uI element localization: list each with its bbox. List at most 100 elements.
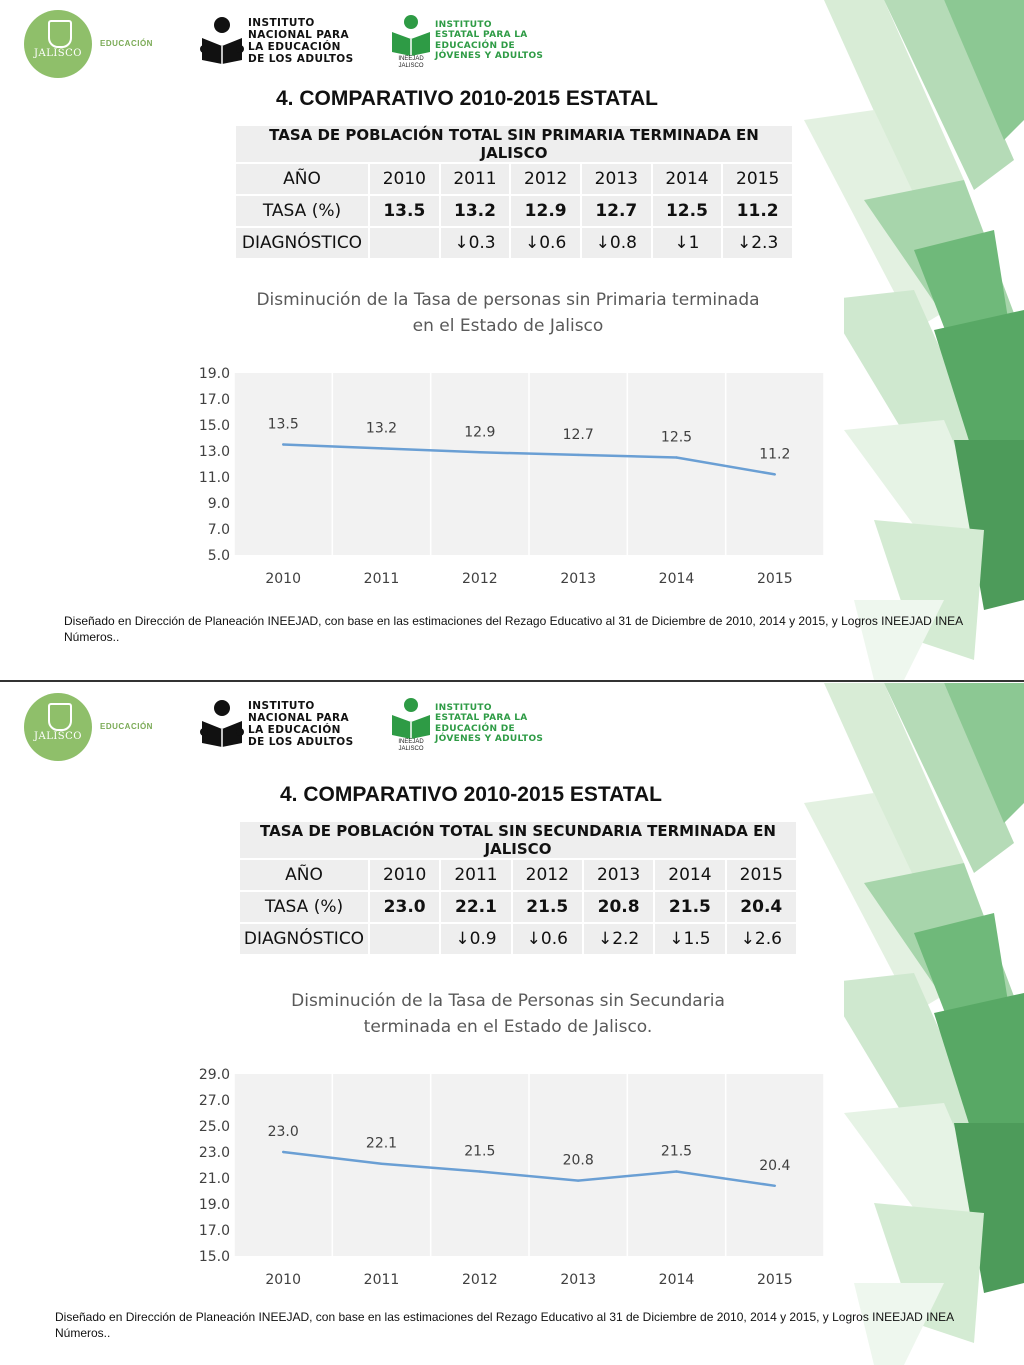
inea-line: NACIONAL PARA [248, 29, 349, 41]
data-label: 12.9 [464, 424, 495, 440]
series-line [283, 1150, 776, 1188]
data-label: 21.5 [464, 1144, 495, 1160]
y-tick-label: 19.0 [199, 1197, 230, 1213]
crest-icon [48, 20, 72, 48]
table-cell-rate: 23.0 [367, 890, 442, 924]
table-cell-year: 2014 [653, 858, 727, 892]
primaria-line-chart: Disminución de la Tasa de personas sin P… [172, 270, 844, 600]
table-cell-year: 2012 [509, 162, 582, 196]
ineejad-line: INSTITUTO [435, 703, 492, 713]
y-tick-label: 5.0 [208, 548, 230, 564]
ineejad-line: ESTATAL PARA LA [435, 713, 528, 724]
ineejad-line: JÓVENES Y ADULTOS [435, 733, 544, 744]
inea-line: INSTITUTO [248, 17, 315, 29]
ineejad-small-label: INEEJAD JALISCO [398, 739, 424, 752]
inea-line: NACIONAL PARA [248, 712, 349, 724]
data-point [281, 443, 285, 446]
ineejad-small-label: INEEJAD JALISCO [398, 56, 424, 69]
table-cell-year: 2011 [439, 858, 513, 892]
row-label-rate: TASA (%) [234, 194, 370, 228]
data-label: 13.2 [366, 420, 397, 436]
chart-title-line: terminada en el Estado de Jalisco. [364, 1017, 653, 1037]
ineejad-line: ESTATAL PARA LA [435, 30, 528, 41]
x-tick-label: 2011 [364, 1272, 400, 1288]
data-label: 22.1 [366, 1136, 397, 1152]
y-tick-label: 7.0 [208, 522, 230, 538]
data-point [380, 1162, 383, 1165]
data-label: 20.4 [759, 1158, 790, 1174]
table-cell-diagnosis [368, 226, 441, 260]
data-point [675, 1170, 678, 1173]
data-label: 12.7 [563, 427, 594, 443]
data-point [576, 453, 580, 457]
table-cell-year: 2011 [438, 162, 512, 196]
table-cell-rate: 12.7 [579, 194, 653, 228]
green-decoration [804, 0, 1024, 680]
source-footnote: Diseñado en Dirección de Planeación INEE… [64, 614, 963, 644]
table-row: DIAGNÓSTICO ↓0.3 ↓0.6 ↓0.8 ↓1 ↓2.3 [234, 226, 794, 260]
ineejad-logo-icon [392, 698, 430, 739]
table-cell-diagnosis: ↓0.6 [509, 226, 582, 260]
table-cell-year: 2012 [510, 858, 584, 892]
ineejad-logo-icon [392, 15, 430, 56]
table-heading: TASA DE POBLACIÓN TOTAL SIN SECUNDARIA T… [238, 820, 798, 860]
table-cell-year: 2013 [579, 162, 653, 196]
chart-title-line: Disminución de la Tasa de personas sin P… [256, 290, 759, 310]
inea-line: DE LOS ADULTOS [248, 53, 354, 65]
secundaria-rate-table: TASA DE POBLACIÓN TOTAL SIN SECUNDARIA T… [238, 820, 799, 956]
y-tick-label: 23.0 [199, 1145, 230, 1161]
table-cell-year: 2013 [581, 858, 656, 892]
table-cell-diagnosis: ↓0.6 [510, 922, 584, 956]
secundaria-line-chart: Disminución de la Tasa de Personas sin S… [172, 971, 844, 1303]
table-heading-row: TASA DE POBLACIÓN TOTAL SIN PRIMARIA TER… [234, 124, 794, 164]
x-tick-label: 2011 [364, 571, 400, 587]
data-label: 12.5 [661, 430, 692, 446]
table-cell-diagnosis: ↓2.3 [721, 226, 794, 260]
table-row: TASA (%) 23.0 22.1 21.5 20.8 21.5 20.4 [238, 890, 799, 924]
inea-line: LA EDUCACIÓN [248, 41, 341, 53]
x-tick-label: 2014 [659, 571, 695, 587]
table-cell-year: 2015 [721, 162, 794, 196]
y-tick-label: 11.0 [199, 470, 230, 486]
row-label-diagnosis: DIAGNÓSTICO [238, 922, 370, 956]
jalisco-logo: JALISCO [24, 693, 92, 761]
data-label: 11.2 [759, 446, 790, 462]
row-label-year: AÑO [234, 162, 370, 196]
slide-secundaria: JALISCO EDUCACIÓN INSTITUTO NACIONAL PAR… [0, 683, 1024, 1365]
crest-icon [48, 703, 72, 731]
table-cell-year: 2014 [650, 162, 724, 196]
table-cell-diagnosis: ↓1.5 [653, 922, 727, 956]
jalisco-logo-text: JALISCO [33, 731, 83, 742]
table-cell-rate: 12.5 [650, 194, 724, 228]
data-point [478, 451, 482, 454]
y-tick-label: 21.0 [199, 1171, 230, 1187]
ineejad-line: JÓVENES Y ADULTOS [435, 50, 544, 61]
primaria-rate-table: TASA DE POBLACIÓN TOTAL SIN PRIMARIA TER… [234, 124, 794, 260]
table-row: TASA (%) 13.5 13.2 12.9 12.7 12.5 11.2 [234, 194, 794, 228]
table-row: DIAGNÓSTICO ↓0.9 ↓0.6 ↓2.2 ↓1.5 ↓2.6 [238, 922, 799, 956]
data-point [773, 1184, 777, 1187]
x-tick-label: 2013 [560, 571, 596, 587]
data-label: 23.0 [268, 1124, 299, 1140]
chart-title-line: en el Estado de Jalisco [413, 316, 604, 336]
x-tick-label: 2013 [560, 1272, 596, 1288]
table-heading: TASA DE POBLACIÓN TOTAL SIN PRIMARIA TER… [234, 124, 794, 164]
y-tick-label: 25.0 [199, 1119, 230, 1135]
table-cell-rate: 20.4 [724, 890, 799, 924]
source-footnote: Diseñado en Dirección de Planeación INEE… [55, 1310, 954, 1340]
table-cell-diagnosis: ↓2.6 [724, 922, 799, 956]
table-cell-rate: 11.2 [721, 194, 794, 228]
education-label: EDUCACIÓN [100, 39, 153, 48]
inea-name: INSTITUTO NACIONAL PARA LA EDUCACIÓN DE … [248, 17, 354, 65]
y-tick-label: 17.0 [199, 392, 230, 408]
x-tick-label: 2015 [757, 1272, 793, 1288]
row-label-rate: TASA (%) [238, 890, 370, 924]
x-tick-label: 2010 [265, 571, 301, 587]
chart-title-line: Disminución de la Tasa de Personas sin S… [291, 991, 725, 1011]
table-cell-diagnosis: ↓0.8 [579, 226, 653, 260]
y-tick-label: 29.0 [199, 1067, 230, 1083]
x-tick-label: 2012 [462, 1272, 498, 1288]
table-cell-diagnosis: ↓2.2 [581, 922, 656, 956]
data-label: 13.5 [268, 417, 299, 433]
y-tick-label: 19.0 [199, 366, 230, 382]
